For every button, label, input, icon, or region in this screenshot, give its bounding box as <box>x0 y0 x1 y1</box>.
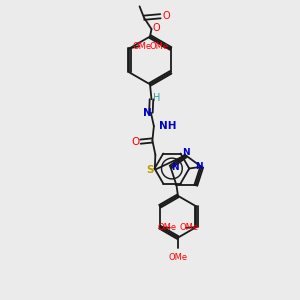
Text: N: N <box>171 163 178 172</box>
Text: O: O <box>132 136 140 147</box>
Text: N: N <box>195 162 202 171</box>
Text: NH: NH <box>159 121 176 131</box>
Text: S: S <box>146 165 154 175</box>
Text: OMe: OMe <box>150 42 169 51</box>
Text: N: N <box>143 108 152 118</box>
Text: O: O <box>163 11 170 21</box>
Text: OMe: OMe <box>179 223 198 232</box>
Text: OMe: OMe <box>132 42 151 51</box>
Text: N: N <box>182 148 190 157</box>
Text: OMe: OMe <box>168 253 188 262</box>
Text: OMe: OMe <box>158 223 177 232</box>
Text: O: O <box>153 23 160 33</box>
Text: H: H <box>153 93 161 103</box>
